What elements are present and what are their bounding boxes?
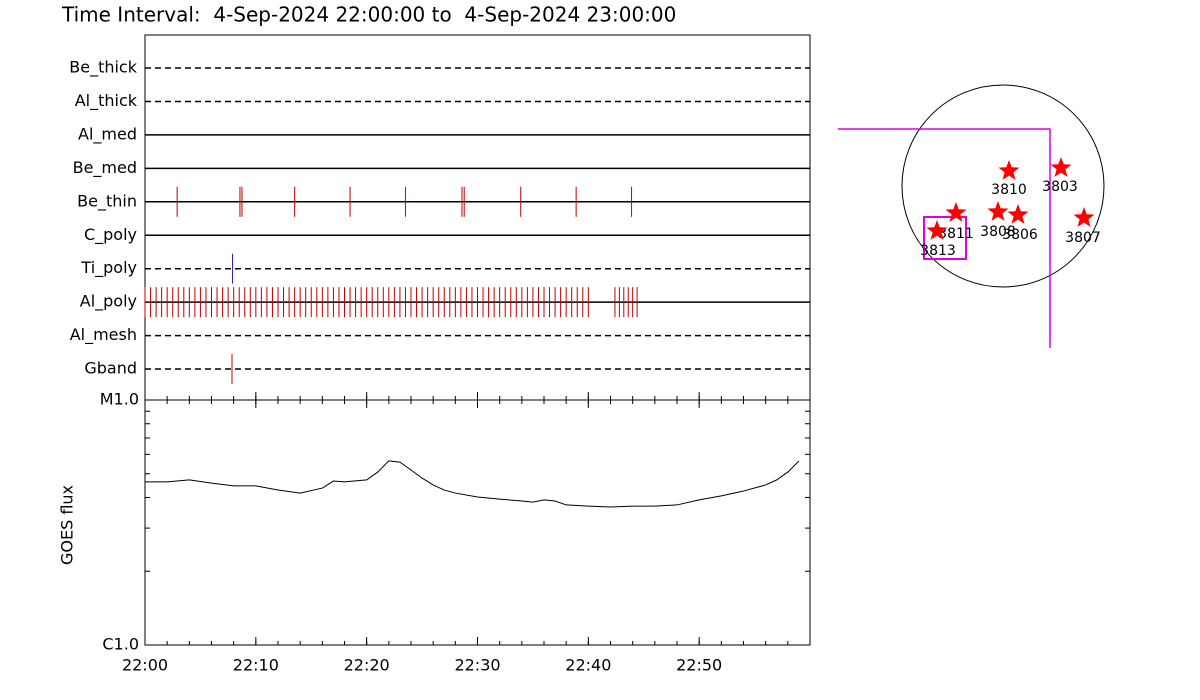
- region-label: 3808: [980, 224, 1016, 240]
- filter-label: Ti_poly: [80, 258, 137, 278]
- y-tick-label: M1.0: [100, 390, 139, 409]
- region-label: 3813: [920, 243, 956, 259]
- region-label: 3806: [1002, 227, 1038, 243]
- goes-frame: [144, 399, 811, 646]
- x-tick-label: 22:30: [454, 656, 500, 675]
- filter-label: Al_mesh: [70, 325, 137, 345]
- y-axis-label: GOES flux: [58, 485, 77, 565]
- region-label: 3803: [1042, 179, 1078, 195]
- x-tick-label: 22:10: [233, 656, 279, 675]
- filter-label: Be_thin: [77, 191, 137, 211]
- region-star: [945, 202, 967, 222]
- region-star: [1050, 157, 1072, 177]
- region-label: 3807: [1065, 230, 1101, 246]
- x-tick-label: 22:20: [344, 656, 390, 675]
- region-star: [998, 160, 1020, 180]
- filter-label: Al_med: [78, 124, 137, 144]
- fov-box: [923, 216, 967, 260]
- fov-lines: [838, 128, 1051, 348]
- filter-label: Al_poly: [80, 292, 137, 312]
- filter-label: Gband: [84, 359, 137, 378]
- y-tick-label: C1.0: [102, 635, 139, 654]
- region-star: [1007, 204, 1029, 224]
- title: Time Interval: 4-Sep-2024 22:00:00 to 4-…: [61, 3, 676, 27]
- filter-label: Be_thick: [69, 58, 137, 78]
- goes-curve: [145, 460, 800, 508]
- region-label: 3811: [938, 226, 974, 242]
- filter-label: C_poly: [84, 225, 137, 245]
- x-tick-label: 22:50: [676, 656, 722, 675]
- filter-label: Al_thick: [75, 91, 138, 111]
- region-label: 3810: [991, 182, 1027, 198]
- x-tick-label: 22:40: [565, 656, 611, 675]
- region-star: [987, 201, 1009, 221]
- region-star: [1073, 207, 1095, 227]
- timeline-frame: [144, 34, 811, 401]
- filter-label: Be_med: [73, 158, 137, 178]
- x-tick-label: 22:00: [122, 656, 168, 675]
- sun-disk: [901, 84, 1105, 288]
- region-star: [926, 220, 948, 240]
